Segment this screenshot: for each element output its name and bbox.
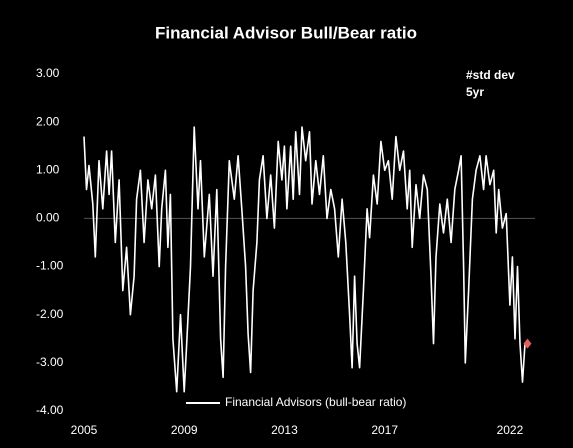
y-tick-label: 0.00 [36,211,60,225]
series-line [83,126,528,393]
last-point-marker [523,338,532,349]
y-tick-label: 1.00 [36,162,60,176]
annotation: #std dev [466,68,515,82]
y-tick-label: 3.00 [36,66,60,80]
x-tick-label: 2005 [71,423,98,437]
y-tick-label: -4.00 [36,403,64,417]
annotation: 5yr [466,85,484,99]
y-tick-label: -2.00 [36,307,64,321]
legend-label: Financial Advisors (bull-bear ratio) [225,395,406,409]
x-tick-label: 2017 [371,423,398,437]
x-tick-label: 2009 [171,423,198,437]
y-tick-label: 2.00 [36,114,60,128]
x-tick-label: 2013 [271,423,298,437]
y-tick-label: -1.00 [36,259,64,273]
x-tick-label: 2022 [497,423,524,437]
y-tick-label: -3.00 [36,355,64,369]
chart-title: Financial Advisor Bull/Bear ratio [155,23,417,42]
